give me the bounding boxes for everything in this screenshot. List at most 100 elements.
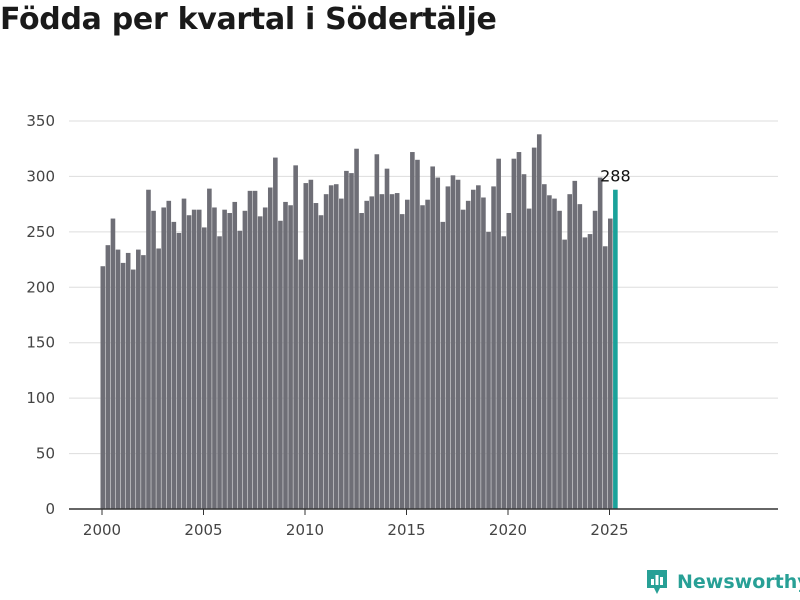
- x-tick-label: 2000: [83, 521, 121, 539]
- x-tick-label: 2020: [489, 521, 527, 539]
- bar: [191, 209, 197, 509]
- bar: [344, 170, 349, 509]
- bar: [369, 196, 375, 509]
- bar: [222, 209, 227, 509]
- bar: [521, 174, 527, 509]
- bar: [141, 255, 146, 509]
- bar: [394, 193, 400, 510]
- bar: [526, 208, 532, 509]
- bar: [186, 215, 192, 509]
- bar: [130, 269, 136, 509]
- bar: [115, 249, 121, 509]
- bar: [531, 147, 537, 509]
- bar: [516, 152, 522, 510]
- bar: [247, 190, 253, 509]
- bar: [410, 152, 415, 510]
- bar: [592, 210, 598, 509]
- y-tick-label: 200: [26, 278, 55, 296]
- bar: [557, 210, 562, 509]
- bar: [151, 210, 156, 509]
- bar: [455, 179, 461, 510]
- bar: [572, 180, 578, 509]
- bar: [597, 177, 603, 509]
- bar: [267, 187, 273, 509]
- bar: [202, 227, 207, 509]
- bar: [486, 231, 491, 509]
- bar: [354, 148, 359, 509]
- bar: [273, 157, 278, 509]
- x-tick-label: 2015: [387, 521, 425, 539]
- page-title: Födda per kvartal i Södertälje: [0, 2, 497, 37]
- bar: [470, 189, 476, 509]
- bar: [567, 194, 572, 509]
- bar: [379, 194, 385, 509]
- bar: [420, 205, 425, 509]
- bar: [389, 194, 395, 509]
- bar: [252, 190, 258, 509]
- bar: [120, 262, 126, 509]
- x-tick-label: 2025: [590, 521, 628, 539]
- y-tick-label: 350: [26, 112, 55, 130]
- bar: [323, 194, 329, 509]
- bar: [171, 221, 177, 509]
- bar: [349, 173, 354, 510]
- bar: [506, 213, 512, 510]
- y-tick-label: 0: [45, 500, 55, 518]
- bar: [440, 221, 446, 509]
- x-axis-ticks: 2000 2005 2010 2015 2020 2025: [83, 509, 629, 539]
- newsworthy-brand[interactable]: Newsworthy: [645, 568, 800, 596]
- y-axis-tick-labels: 0 50 100 150 200 250 300 350: [26, 112, 55, 518]
- bar: [552, 198, 557, 509]
- bar: [176, 232, 182, 510]
- bar: [481, 197, 486, 509]
- bar: [136, 249, 141, 509]
- bar: [166, 200, 172, 509]
- bar: [100, 266, 106, 509]
- bar: [435, 177, 441, 509]
- bar: [110, 218, 116, 509]
- bar: [562, 239, 567, 510]
- bar: [308, 179, 314, 510]
- bar: [232, 201, 238, 509]
- bar: [339, 198, 344, 509]
- bar: [501, 236, 507, 509]
- bar: [125, 252, 131, 510]
- bar: [608, 218, 613, 509]
- bar: [465, 200, 471, 509]
- bar: [196, 209, 202, 509]
- bar: [399, 214, 405, 509]
- y-tick-label: 300: [26, 167, 55, 185]
- bar: [577, 204, 583, 509]
- y-tick-label: 150: [26, 334, 55, 352]
- bar: [227, 213, 232, 510]
- x-tick-label: 2010: [286, 521, 324, 539]
- bars: [100, 134, 618, 510]
- bar: [237, 230, 243, 509]
- bar: [415, 159, 420, 510]
- bar: [511, 158, 517, 510]
- bar: [156, 248, 161, 509]
- bar: [491, 186, 496, 510]
- bar: [242, 210, 248, 509]
- bar: [602, 246, 608, 510]
- bar: [587, 234, 593, 509]
- bar: [181, 198, 187, 509]
- bar: [146, 189, 151, 509]
- bar-latest: [613, 189, 618, 509]
- bar: [288, 205, 293, 509]
- bar: [536, 134, 542, 509]
- newsworthy-logo-icon: [647, 570, 667, 594]
- y-tick-label: 100: [26, 389, 55, 407]
- y-tick-label: 250: [26, 223, 55, 241]
- bar: [333, 184, 339, 509]
- bar: [542, 184, 547, 509]
- bar: [207, 188, 212, 509]
- x-tick-label: 2005: [184, 521, 222, 539]
- bar: [298, 259, 304, 509]
- bar: [328, 185, 334, 509]
- bar: [278, 220, 283, 509]
- bar: [374, 154, 380, 509]
- bar: [425, 199, 430, 510]
- bar: [450, 175, 456, 509]
